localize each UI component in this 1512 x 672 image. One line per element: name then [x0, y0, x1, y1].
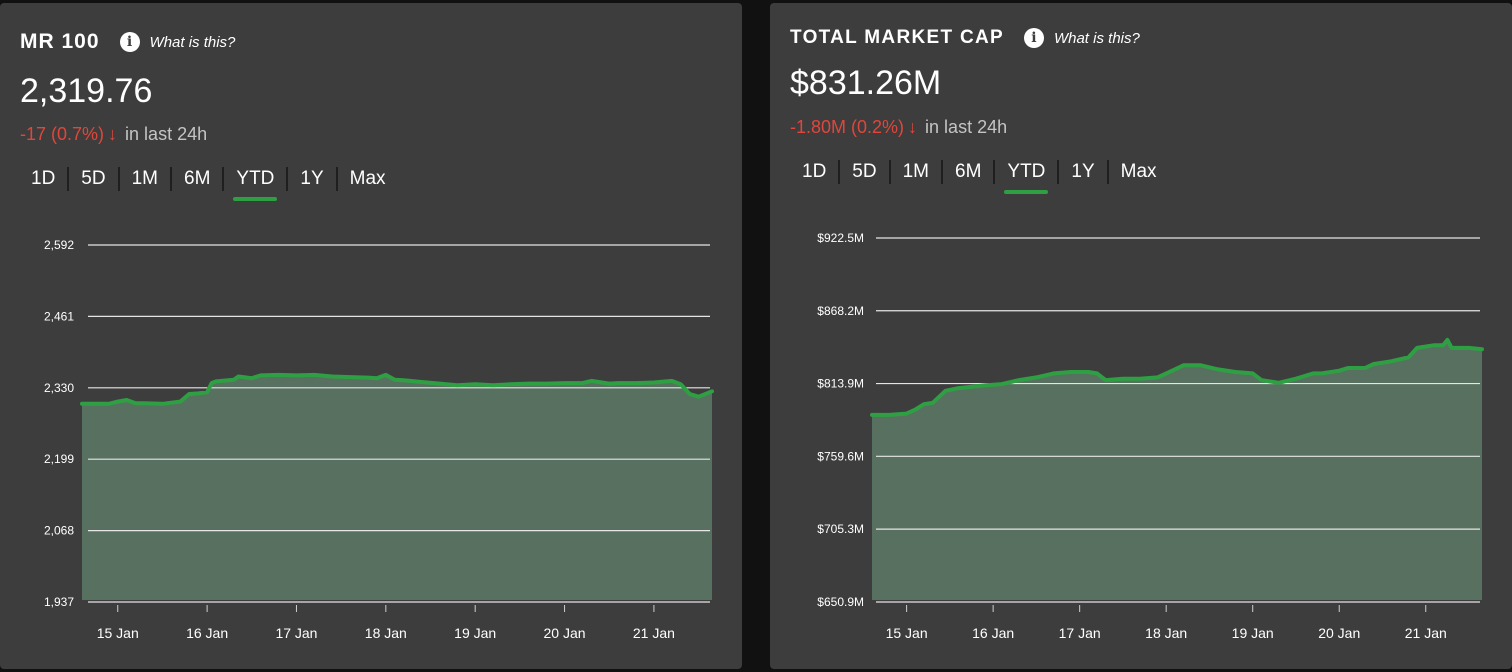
- index-title: MR 100: [20, 30, 100, 53]
- info-icon[interactable]: i: [1023, 28, 1044, 48]
- y-tick-label: $759.6M: [817, 449, 864, 463]
- market-cap-change-row: -1.80M (0.2%) ↓ in last 24h: [790, 117, 1007, 138]
- tab-1d[interactable]: 1D: [802, 161, 827, 182]
- index-range-tabs: 1D 5D 1M 6M YTD 1Y Max: [31, 167, 386, 201]
- tab-max[interactable]: Max: [1120, 161, 1157, 182]
- y-tick-label: 2,592: [44, 238, 74, 252]
- arrow-down-icon: ↓: [908, 117, 918, 137]
- tab-divider: [888, 160, 891, 184]
- index-change: -17 (0.7%): [20, 124, 105, 144]
- what-is-this-link[interactable]: What is this?: [149, 33, 236, 51]
- tab-divider: [1106, 160, 1109, 184]
- tab-divider: [838, 160, 841, 184]
- what-is-this-link[interactable]: What is this?: [1053, 29, 1140, 47]
- tab-1m[interactable]: 1M: [902, 161, 929, 182]
- market-cap-panel: TOTAL MARKET CAP i What is this? $831.26…: [770, 3, 1512, 669]
- x-tick-label: 15 Jan: [97, 625, 139, 641]
- x-tick-label: 15 Jan: [886, 625, 928, 641]
- index-title-row: MR 100 i What is this?: [20, 30, 235, 54]
- x-tick-label: 17 Jan: [1059, 625, 1101, 641]
- arrow-down-icon: ↓: [108, 124, 118, 144]
- tab-divider: [1057, 160, 1060, 184]
- tab-1d[interactable]: 1D: [31, 168, 56, 189]
- area-fill: [872, 339, 1482, 600]
- index-change-row: -17 (0.7%) ↓ in last 24h: [20, 124, 207, 145]
- x-tick-label: 18 Jan: [365, 625, 407, 641]
- x-tick-label: 20 Jan: [544, 625, 586, 641]
- tab-divider: [993, 160, 996, 184]
- series-line[interactable]: [870, 337, 1484, 417]
- x-tick-label: 21 Jan: [1405, 625, 1447, 641]
- market-cap-range-tabs: 1D 5D 1M 6M YTD 1Y Max: [802, 160, 1157, 194]
- y-tick-label: 2,199: [44, 452, 74, 466]
- tab-divider: [67, 167, 70, 191]
- tab-5d[interactable]: 5D: [852, 161, 877, 182]
- x-tick-label: 19 Jan: [454, 625, 496, 641]
- y-tick-label: 1,937: [44, 595, 74, 609]
- tab-ytd[interactable]: YTD: [1004, 161, 1049, 194]
- y-tick-label: 2,330: [44, 381, 74, 395]
- y-tick-label: $650.9M: [817, 595, 864, 609]
- series-line[interactable]: [80, 372, 714, 406]
- x-tick-label: 16 Jan: [186, 625, 228, 641]
- index-chart[interactable]: 1,937 2,068 2,199 2,330 2,461 2,592 15 Jan 16 J…: [0, 3, 742, 669]
- y-tick-label: $868.2M: [817, 304, 864, 318]
- index-panel: MR 100 i What is this? 2,319.76 -17 (0.7…: [0, 3, 742, 669]
- y-tick-label: 2,461: [44, 309, 74, 323]
- tab-divider: [286, 167, 289, 191]
- tab-ytd[interactable]: YTD: [233, 168, 278, 201]
- x-tick-label: 20 Jan: [1318, 625, 1360, 641]
- market-cap-chart[interactable]: $650.9M $705.3M $759.6M $813.9M $868.2M $922.…: [770, 3, 1512, 669]
- tab-divider: [117, 167, 120, 191]
- index-change-suffix: in last 24h: [125, 124, 208, 144]
- market-cap-change: -1.80M (0.2%): [790, 117, 905, 137]
- tab-1m[interactable]: 1M: [131, 168, 158, 189]
- tab-1y[interactable]: 1Y: [300, 168, 324, 189]
- tab-6m[interactable]: 6M: [955, 161, 982, 182]
- tab-6m[interactable]: 6M: [184, 168, 211, 189]
- tab-divider: [941, 160, 943, 184]
- tab-divider: [170, 167, 172, 191]
- x-tick-label: 17 Jan: [275, 625, 317, 641]
- x-tick-label: 16 Jan: [972, 625, 1014, 641]
- market-cap-title: TOTAL MARKET CAP: [790, 27, 1004, 48]
- index-value: 2,319.76: [20, 72, 153, 110]
- tab-divider: [335, 167, 338, 191]
- info-icon[interactable]: i: [119, 32, 140, 52]
- y-tick-label: $922.5M: [817, 231, 864, 245]
- tab-5d[interactable]: 5D: [81, 168, 106, 189]
- market-cap-title-row: TOTAL MARKET CAP i What is this?: [790, 27, 1140, 49]
- tab-divider: [222, 167, 225, 191]
- x-tick-label: 19 Jan: [1232, 625, 1274, 641]
- market-cap-value: $831.26M: [790, 64, 942, 102]
- tab-1y[interactable]: 1Y: [1071, 161, 1095, 182]
- tab-max[interactable]: Max: [349, 168, 386, 189]
- market-cap-change-suffix: in last 24h: [925, 117, 1008, 137]
- y-tick-label: $705.3M: [817, 522, 864, 536]
- y-tick-label: $813.9M: [817, 377, 864, 391]
- x-tick-label: 18 Jan: [1145, 625, 1187, 641]
- area-fill: [82, 374, 712, 600]
- y-tick-label: 2,068: [44, 524, 74, 538]
- x-tick-label: 21 Jan: [633, 625, 675, 641]
